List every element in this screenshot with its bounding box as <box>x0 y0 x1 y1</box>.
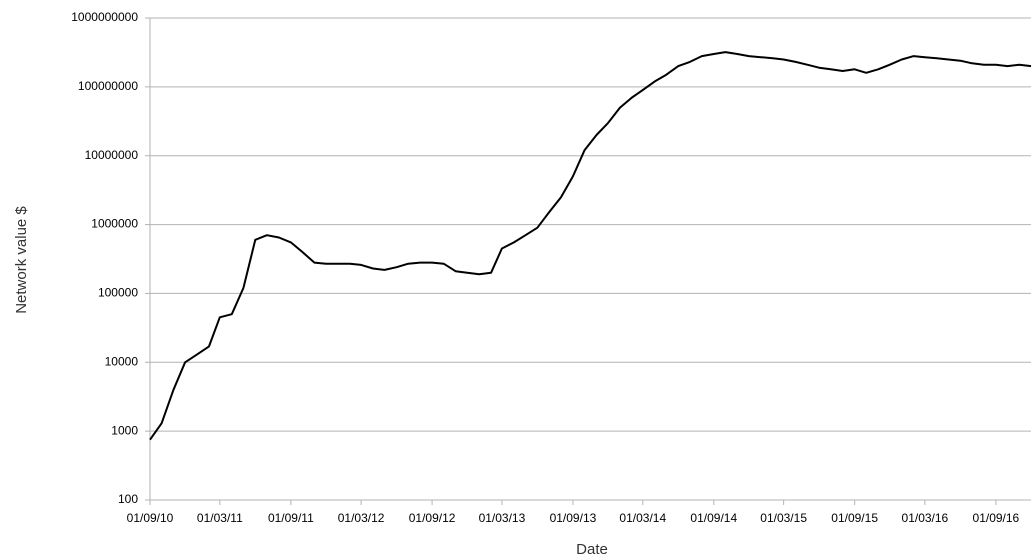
y-tick-label: 100000000 <box>78 79 138 93</box>
x-tick-label: 01/09/11 <box>268 511 314 525</box>
x-tick-label: 01/09/12 <box>409 511 456 525</box>
y-tick-label: 1000 <box>111 423 138 437</box>
x-tick-label: 01/09/14 <box>690 511 737 525</box>
x-tick-label: 01/03/16 <box>902 511 949 525</box>
x-tick-label: 01/09/16 <box>973 511 1020 525</box>
y-tick-label: 10000 <box>105 354 139 368</box>
x-axis-label: Date <box>576 541 608 558</box>
x-tick-label: 01/03/13 <box>479 511 526 525</box>
x-tick-label: 01/03/14 <box>619 511 666 525</box>
x-tick-label: 01/09/10 <box>127 511 174 525</box>
y-tick-label: 1000000 <box>91 217 138 231</box>
y-axis-label: Network value $ <box>13 206 30 314</box>
x-tick-label: 01/09/13 <box>550 511 597 525</box>
y-tick-label: 10000000 <box>85 148 139 162</box>
data-line <box>149 51 1032 441</box>
x-tick-label: 01/03/15 <box>760 511 807 525</box>
y-tick-label: 1000000000 <box>71 10 138 24</box>
x-tick-label: 01/03/11 <box>197 511 243 525</box>
x-tick-label: 01/03/12 <box>338 511 385 525</box>
y-tick-label: 100000 <box>98 286 138 300</box>
y-tick-label: 100 <box>118 492 138 506</box>
x-tick-label: 01/09/15 <box>831 511 878 525</box>
